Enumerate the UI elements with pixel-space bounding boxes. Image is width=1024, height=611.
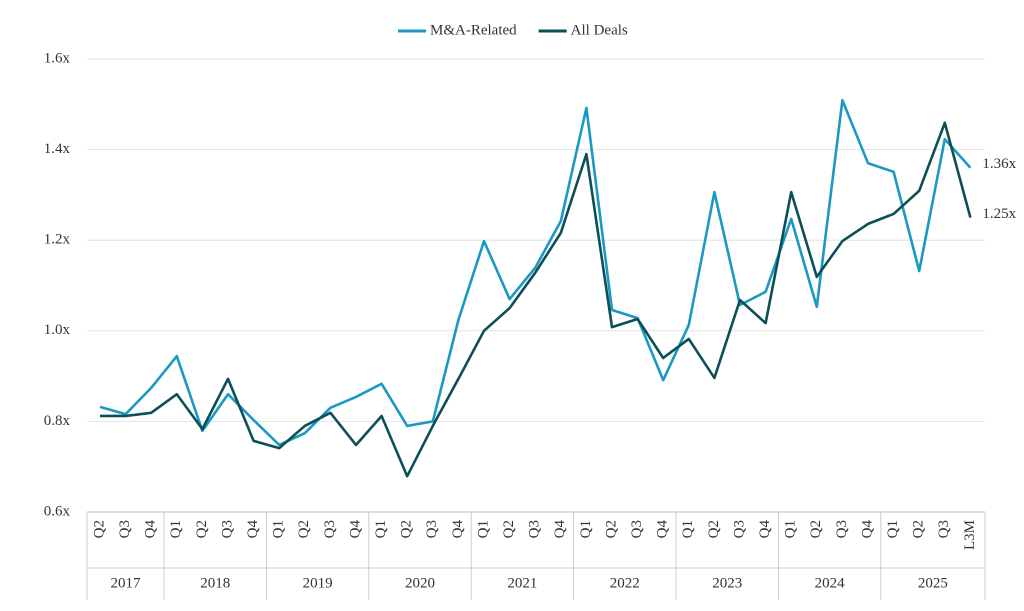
year-label: 2017 [111, 575, 142, 591]
year-label: 2018 [200, 575, 230, 591]
x-tick-label: Q3 [731, 520, 747, 538]
x-tick-label: Q2 [296, 520, 312, 538]
y-tick-label: 0.8x [44, 413, 71, 429]
year-label: 2023 [712, 575, 742, 591]
x-tick-label: Q2 [706, 520, 722, 538]
x-tick-label: Q3 [527, 520, 543, 538]
x-tick-label: Q3 [629, 520, 645, 538]
x-tick-label: Q3 [424, 520, 440, 538]
year-label: 2022 [610, 575, 640, 591]
x-tick-label: Q1 [475, 520, 491, 538]
series-line [100, 121, 972, 478]
x-tick-label: Q1 [680, 520, 696, 538]
x-tick-label: Q3 [936, 520, 952, 538]
year-label: 2024 [815, 575, 846, 591]
y-tick-label: 0.6x [44, 503, 71, 519]
x-tick-label: Q3 [219, 520, 235, 538]
y-tick-label: 1.6x [44, 50, 71, 66]
legend-label: M&A-Related [430, 22, 517, 38]
year-label: 2020 [405, 575, 435, 591]
x-tick-label: Q1 [783, 520, 799, 538]
legend-label: All Deals [571, 22, 628, 38]
x-tick-label: Q4 [143, 520, 159, 539]
x-tick-label: Q2 [91, 520, 107, 538]
year-label: 2019 [303, 575, 333, 591]
series-line [99, 98, 972, 447]
x-tick-label: Q1 [885, 520, 901, 538]
x-tick-label: Q1 [271, 520, 287, 538]
x-tick-label: Q4 [450, 520, 466, 539]
y-tick-label: 1.2x [44, 232, 71, 248]
year-label: 2025 [918, 575, 948, 591]
x-tick-label: Q1 [168, 520, 184, 538]
x-tick-label: Q1 [578, 520, 594, 538]
x-tick-label: Q3 [117, 520, 133, 538]
x-tick-label: L3M [962, 520, 978, 550]
x-tick-label: Q4 [655, 520, 671, 539]
value-label: 1.36x [982, 156, 1016, 172]
year-label: 2021 [507, 575, 537, 591]
y-tick-label: 1.0x [44, 322, 71, 338]
x-tick-label: Q2 [911, 520, 927, 538]
value-label: 1.25x [982, 206, 1016, 222]
x-tick-label: Q3 [834, 520, 850, 538]
x-tick-label: Q4 [347, 520, 363, 539]
x-tick-label: Q4 [245, 520, 261, 539]
x-tick-label: Q4 [552, 520, 568, 539]
x-tick-label: Q2 [603, 520, 619, 538]
x-tick-label: Q2 [399, 520, 415, 538]
x-tick-label: Q3 [322, 520, 338, 538]
x-tick-label: Q1 [373, 520, 389, 538]
x-tick-label: Q4 [757, 520, 773, 539]
x-tick-label: Q4 [859, 520, 875, 539]
x-tick-label: Q2 [808, 520, 824, 538]
y-tick-label: 1.4x [44, 141, 71, 157]
x-tick-label: Q2 [501, 520, 517, 538]
x-tick-label: Q2 [194, 520, 210, 538]
